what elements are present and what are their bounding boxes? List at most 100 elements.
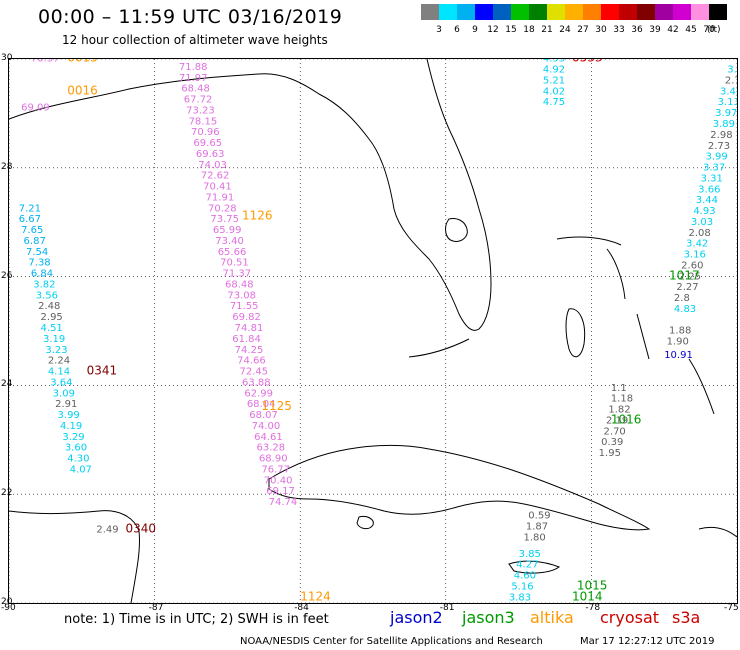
color-scale-label: 21 (541, 25, 553, 35)
wave-height-value: 69.09 (21, 103, 50, 114)
color-scale-unit: (ft) (707, 25, 721, 35)
latitude-label: 30 (1, 53, 13, 63)
wave-height-value: 6.87 (24, 236, 46, 247)
legend-item-jason2: jason2 (390, 608, 443, 627)
wave-height-value: 65.99 (213, 225, 242, 236)
page-subtitle: 12 hour collection of altimeter wave hei… (62, 33, 328, 47)
wave-height-value: 1.18 (611, 394, 633, 405)
wave-height-value: 4.60 (514, 571, 536, 582)
bahamas-abaco (606, 248, 626, 300)
color-scale-swatch (619, 4, 637, 20)
wave-height-value: 3.85 (519, 549, 541, 560)
wave-height-value: 65.66 (218, 247, 247, 258)
wave-height-value: 61.84 (232, 334, 261, 345)
wave-height-value: 4.83 (674, 304, 696, 315)
wave-height-value: 3.37 (703, 163, 725, 174)
wave-height-value: 6.84 (31, 269, 53, 280)
wave-height-value: 1.82 (608, 405, 630, 416)
wave-height-value: 4.19 (60, 421, 82, 432)
wave-height-value: 71.97 (179, 73, 208, 84)
wave-height-value: 3.83 (509, 592, 531, 603)
color-scale-label: 15 (505, 25, 517, 35)
wave-height-value: 69.65 (193, 138, 222, 149)
wave-height-value: 74.03 (198, 160, 227, 171)
wave-height-value: 3.99 (58, 410, 80, 421)
pass-time-label: 1124 (300, 589, 331, 603)
wave-height-value: 72.62 (201, 171, 230, 182)
wave-height-value: 70.96 (191, 127, 220, 138)
wave-height-value: 1.95 (599, 448, 621, 459)
bahamas-andros (565, 308, 586, 358)
wave-height-value: 2.27 (676, 282, 698, 293)
wave-height-value: 70.28 (208, 203, 237, 214)
wave-height-value: 5.21 (543, 75, 565, 86)
pass-time-label: 0016 (67, 83, 98, 97)
wave-height-value: 74.66 (237, 356, 266, 367)
color-scale-swatch (493, 4, 511, 20)
wave-height-value: 2.24 (48, 356, 70, 367)
wave-height-value: 1.87 (526, 522, 548, 533)
color-scale-label: 33 (613, 25, 625, 35)
wave-height-value: 71.88 (179, 62, 208, 73)
wave-height-value: 3.29 (62, 432, 84, 443)
wave-height-value: 3.42 (686, 239, 708, 250)
wave-height-labels: 7.216.677.656.877.547.386.843.823.562.48… (19, 59, 737, 603)
bahamas-grand (556, 236, 622, 246)
cuba (268, 444, 651, 531)
wave-height-value: 3.19 (43, 334, 65, 345)
wave-height-value: 2.19 (606, 415, 628, 426)
wave-height-value: 2.98 (710, 130, 732, 141)
wave-height-value: 1.80 (523, 532, 545, 543)
wave-height-value: 73.23 (186, 105, 215, 116)
wave-height-value: 2.91 (55, 399, 77, 410)
latitude-label: 26 (1, 270, 13, 281)
wave-height-value: 74.00 (252, 421, 281, 432)
wave-height-value: 3.89 (713, 119, 735, 130)
wave-height-value: 3.99 (705, 152, 727, 163)
wave-height-value: 69.82 (232, 312, 261, 323)
color-scale-swatch (709, 4, 727, 20)
wave-height-value: 10.91 (664, 350, 693, 361)
wave-height-value: 0.39 (601, 437, 623, 448)
wave-height-value: 3.60 (65, 443, 87, 454)
color-scale-label: 12 (487, 25, 499, 35)
wave-height-value: 2.49 (96, 524, 118, 535)
bahamas-eleuthera (636, 313, 650, 360)
pass-time-label: 1016 (611, 412, 642, 426)
wave-height-value: 71.91 (206, 192, 235, 203)
wave-height-value: 3.97 (715, 108, 737, 119)
color-scale-swatch (421, 4, 439, 20)
wave-height-value: 3.66 (698, 184, 720, 195)
legend-item-altika: altika (530, 608, 574, 627)
jamaica (508, 560, 561, 574)
wave-height-value: 68.48 (181, 84, 210, 95)
wave-height-value: 73.40 (215, 236, 244, 247)
wave-height-value: 3.13 (718, 97, 737, 108)
longitude-label: -84 (294, 603, 309, 613)
color-scale-swatch (547, 4, 565, 20)
altimeter-map: 7.21 6.67 7.65 6.87 7.54 7.38 6.84 3.82 3.56 2.48… (8, 58, 738, 604)
pass-time-labels: 0015 0016 1126 0341 1125 0340 1124 0533 1017 1016… (67, 59, 699, 603)
hispaniola-edge (698, 526, 737, 538)
wave-height-value: 63.28 (257, 443, 286, 454)
wave-height-value: 71.37 (223, 269, 252, 280)
wave-height-value: 62.99 (244, 388, 273, 399)
legend-item-jason3: jason3 (462, 608, 515, 627)
color-scale-swatch (475, 4, 493, 20)
longitude-label: -87 (148, 603, 164, 613)
wave-height-value: 7.65 (21, 225, 43, 236)
longitude-label: -90 (1, 603, 16, 613)
wave-height-value: 4.51 (41, 323, 63, 334)
color-scale-swatch (457, 4, 475, 20)
florida-keys (408, 338, 470, 358)
wave-height-value: 7.21 (19, 203, 41, 214)
wave-height-value: 70.40 (264, 475, 293, 486)
pass-time-label: 1017 (669, 268, 700, 282)
legend-item-cryosat: cryosat (600, 608, 660, 627)
wave-height-value: 3.56 (36, 290, 58, 301)
credit-text: NOAA/NESDIS Center for Satellite Applica… (240, 636, 543, 647)
gulf-coast-florida (9, 59, 492, 331)
pass-time-label: 0015 (67, 59, 98, 65)
latitude-label: 20 (1, 597, 13, 607)
pass-time-label: 0533 (572, 59, 603, 65)
